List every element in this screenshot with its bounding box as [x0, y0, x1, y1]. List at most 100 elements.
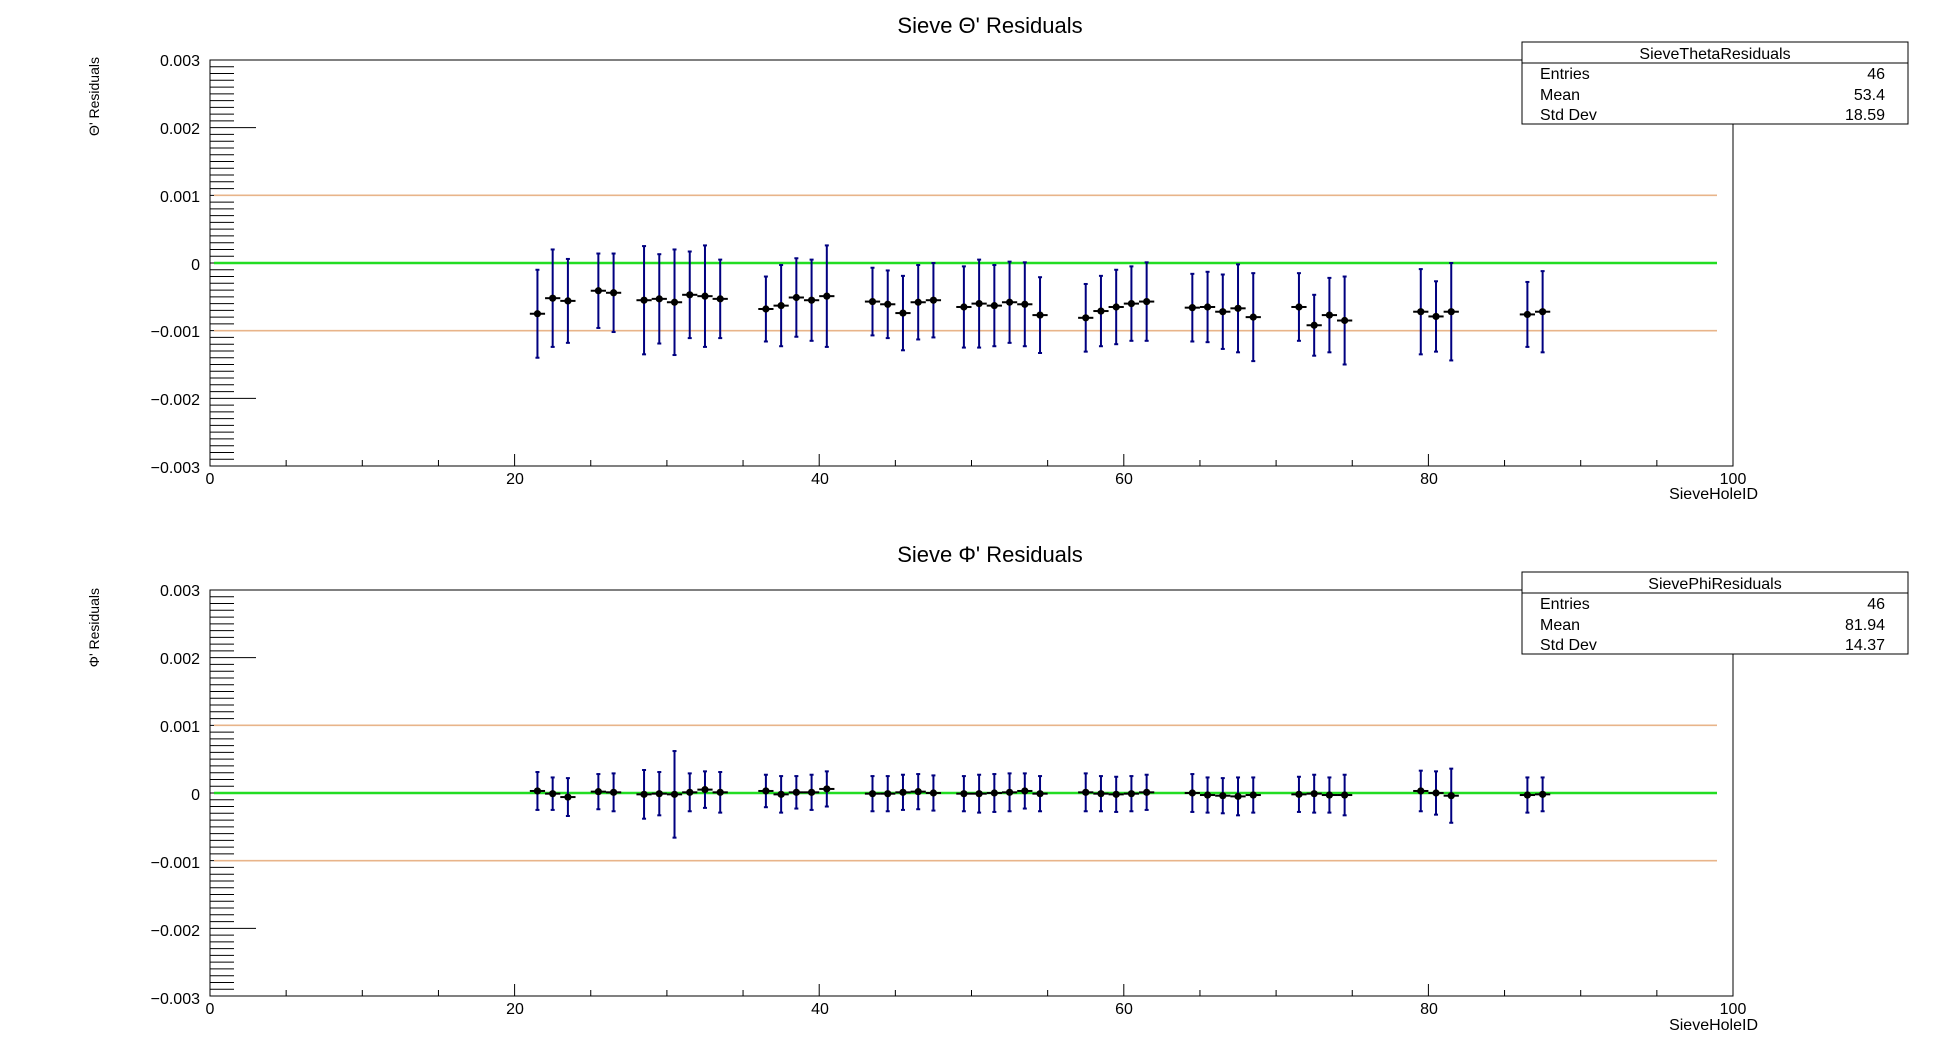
- x-tick-label: 80: [1420, 1001, 1438, 1018]
- y-axis-label: Θ' Residuals: [86, 57, 102, 136]
- x-tick-label: 60: [1115, 471, 1133, 488]
- data-point: [1082, 314, 1090, 322]
- data-point: [1082, 788, 1090, 796]
- data-point: [777, 302, 785, 310]
- y-tick-labels: 0.003 0.002 0.001 0 −0.001 −0.002 −0.003: [151, 53, 200, 477]
- x-axis-label: SieveHoleID: [1669, 486, 1758, 503]
- plot-area: [209, 59, 1734, 467]
- data-point: [1295, 303, 1303, 311]
- data-point: [868, 790, 877, 798]
- chart-title: Sieve Φ' Residuals: [897, 542, 1083, 567]
- y-tick-label: −0.003: [151, 460, 200, 477]
- data-point: [1127, 790, 1136, 798]
- stats-entries-value: 46: [1867, 66, 1885, 83]
- stats-entries-value: 46: [1867, 596, 1885, 613]
- data-point: [564, 297, 572, 305]
- data-point: [1249, 791, 1257, 799]
- data-point: [1021, 787, 1029, 795]
- data-point: [762, 787, 770, 795]
- stats-entries-label: Entries: [1540, 66, 1590, 83]
- data-point: [533, 310, 542, 318]
- y-tick-labels: 0.003 0.002 0.001 0 −0.001 −0.002 −0.003: [151, 583, 200, 1008]
- x-tick-label: 0: [206, 1001, 215, 1018]
- stats-box-title: SievePhiResiduals: [1648, 576, 1781, 593]
- data-point: [960, 303, 968, 311]
- data-point: [1112, 790, 1120, 798]
- stats-box: SievePhiResiduals Entries 46 Mean 81.94 …: [1521, 571, 1909, 655]
- data-point: [792, 788, 800, 796]
- data-point: [762, 305, 770, 313]
- stats-mean-value: 81.94: [1845, 617, 1885, 634]
- data-point: [899, 309, 907, 317]
- data-point: [1112, 303, 1120, 311]
- stats-entries-label: Entries: [1540, 596, 1590, 613]
- y-tick-label: −0.003: [151, 991, 200, 1008]
- y-tick-label: 0.003: [160, 583, 200, 600]
- data-point: [990, 302, 998, 310]
- x-tick-label: 20: [506, 1001, 524, 1018]
- data-point: [975, 300, 983, 308]
- data-point: [1143, 297, 1151, 306]
- x-tick-label: 40: [811, 1001, 829, 1018]
- y-axis-label: Φ' Residuals: [86, 588, 102, 667]
- data-point: [1097, 307, 1105, 315]
- stats-mean-label: Mean: [1540, 87, 1580, 104]
- data-point: [549, 790, 557, 798]
- data-point: [549, 294, 557, 302]
- data-point: [1341, 791, 1349, 799]
- data-point: [640, 790, 648, 798]
- data-point: [1539, 308, 1547, 316]
- y-tick-label: −0.001: [151, 324, 200, 341]
- data-point: [1310, 321, 1318, 329]
- data-point: [1203, 303, 1212, 311]
- data-point: [929, 296, 938, 304]
- y-tick-label: −0.001: [151, 855, 200, 872]
- data-point: [1447, 792, 1455, 800]
- data-point: [1219, 308, 1227, 316]
- data-point: [1447, 308, 1455, 316]
- data-point: [655, 790, 663, 798]
- data-point: [990, 789, 998, 797]
- stats-mean-value: 53.4: [1854, 87, 1885, 104]
- data-point: [929, 789, 938, 797]
- data-point: [701, 292, 709, 300]
- data-point: [594, 287, 602, 295]
- data-point: [1234, 792, 1242, 800]
- stats-box-title: SieveThetaResiduals: [1639, 46, 1790, 63]
- data-point: [823, 292, 831, 300]
- y-tick-label: −0.002: [151, 923, 200, 940]
- data-point: [640, 296, 648, 304]
- data-point: [1234, 304, 1242, 312]
- data-point: [1432, 312, 1440, 321]
- data-point: [1005, 298, 1014, 306]
- data-point: [1325, 791, 1334, 799]
- data-point: [1310, 790, 1318, 798]
- data-point: [670, 790, 679, 798]
- data-point: [1417, 787, 1425, 795]
- data-point: [1417, 308, 1425, 316]
- data-point: [1203, 791, 1212, 799]
- data-point: [716, 295, 724, 303]
- y-tick-label: 0.001: [160, 189, 200, 206]
- data-point: [609, 289, 618, 297]
- data-point: [884, 300, 892, 308]
- data-point: [670, 298, 679, 306]
- stats-mean-label: Mean: [1540, 617, 1580, 634]
- data-point: [975, 790, 983, 798]
- data-point: [899, 788, 907, 796]
- data-point: [1143, 788, 1151, 796]
- x-tick-label: 100: [1720, 471, 1747, 488]
- data-point: [960, 790, 968, 798]
- data-point: [1325, 311, 1334, 319]
- data-point: [686, 788, 694, 796]
- y-tick-label: 0.002: [160, 651, 200, 668]
- theta-residuals-panel: Sieve Θ' Residuals Θ' Residuals SieveHol…: [86, 13, 1909, 503]
- data-point: [533, 787, 542, 795]
- data-point: [1523, 791, 1531, 799]
- data-point: [655, 295, 663, 303]
- data-point: [1295, 790, 1303, 798]
- x-tick-labels: 0 20 40 60 80 100: [206, 1001, 1747, 1018]
- y-tick-label: 0: [191, 787, 200, 804]
- data-point: [716, 788, 724, 796]
